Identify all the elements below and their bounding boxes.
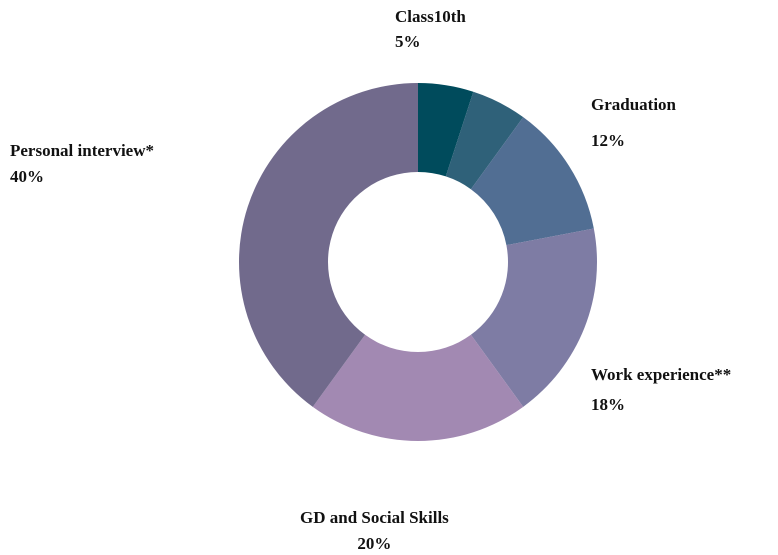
label-gd-social-skills-value: 20%	[357, 534, 392, 553]
donut-slices	[239, 83, 597, 441]
label-gd-social-skills-name: GD and Social Skills	[300, 508, 449, 527]
slice-2-graduation	[470, 117, 594, 246]
label-graduation: Graduation 12%	[591, 94, 676, 152]
label-class10th-value: 5%	[395, 32, 421, 51]
slice-1-unlabeled	[445, 91, 524, 190]
label-class10th: Class10th 5%	[395, 6, 466, 53]
label-personal-interview: Personal interview* 40%	[10, 140, 154, 188]
label-work-experience-value: 18%	[591, 395, 625, 414]
slice-3-work-experience	[470, 228, 597, 407]
label-personal-interview-name: Personal interview*	[10, 141, 154, 160]
slice-5-personal-interview	[239, 83, 418, 407]
label-graduation-name: Graduation	[591, 95, 677, 114]
slice-4-gd-and-social-skills	[312, 334, 524, 441]
label-gd-social-skills: GD and Social Skills 20%	[300, 507, 449, 555]
label-class10th-name: Class10th	[395, 7, 466, 26]
slice-0-class10th	[418, 83, 474, 177]
label-work-experience-name: Work experience**	[591, 365, 732, 384]
label-graduation-value: 12%	[591, 131, 625, 150]
label-work-experience: Work experience** 18%	[591, 364, 731, 416]
label-personal-interview-value: 40%	[10, 167, 44, 186]
